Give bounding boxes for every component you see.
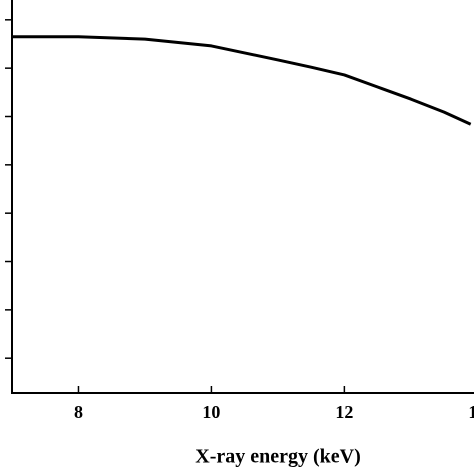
x-axis-label: X-ray energy (keV) (195, 446, 361, 468)
x-tick-label: 8 (74, 402, 83, 422)
x-tick-label: 14 (468, 402, 474, 422)
data-line (12, 35, 472, 126)
x-tick-label: 10 (202, 402, 220, 422)
x-tick-label: 12 (335, 402, 353, 422)
